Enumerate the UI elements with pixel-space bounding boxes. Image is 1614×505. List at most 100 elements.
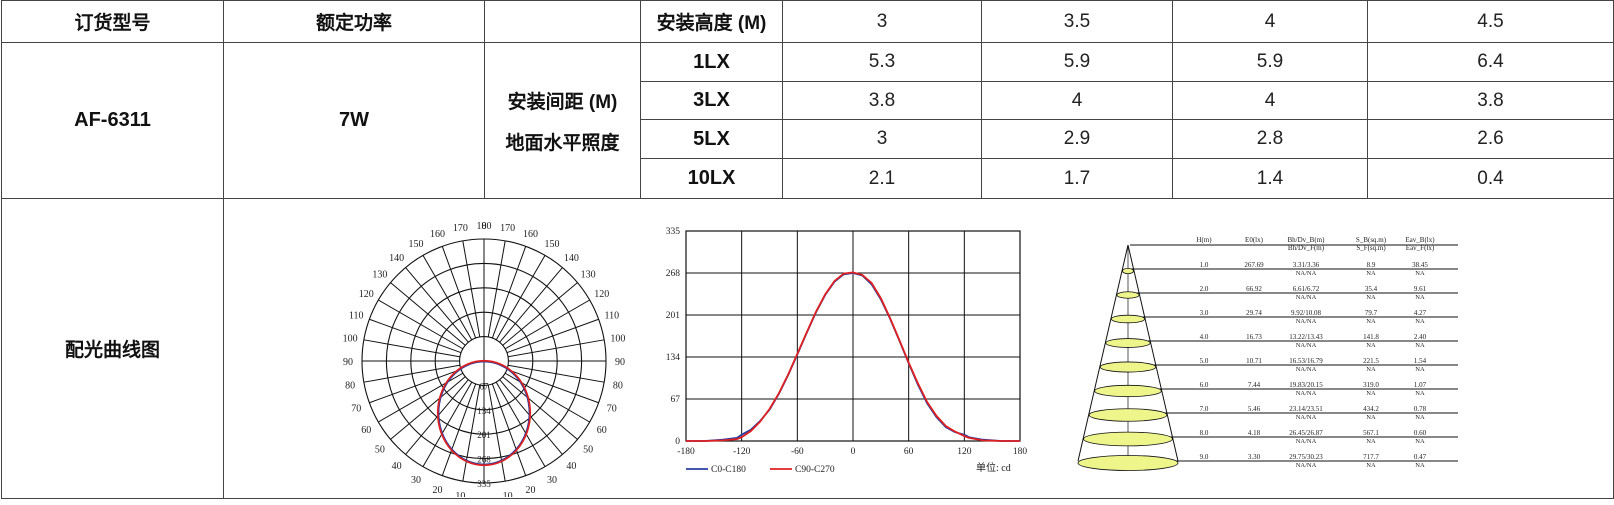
header-height: 安装高度 (M) [640, 0, 783, 43]
polar-radial-label: 134 [477, 405, 491, 415]
cone-edge [1127, 244, 1179, 461]
cone-cell-sub: NA/NA [1296, 294, 1317, 301]
polar-spoke [441, 245, 477, 339]
y-tick-label: 0 [675, 437, 680, 447]
cone-cell: 0.47 [1414, 453, 1427, 461]
cone-cell-sub: NA [1415, 342, 1425, 349]
cone-cell: 19.83/20.15 [1289, 381, 1323, 389]
cone-cell: 1.54 [1414, 357, 1427, 365]
cone-cell-sub: NA/NA [1296, 342, 1317, 349]
cone-cell: 717.7 [1363, 453, 1379, 461]
x-tick-label: -60 [791, 447, 804, 457]
cone-beam-ellipse [1083, 431, 1173, 446]
cone-cell-sub: NA/NA [1296, 462, 1317, 469]
polar-spoke [507, 338, 605, 357]
cone-cell-sub: NA [1415, 318, 1425, 325]
cone-header: H(m) [1196, 236, 1212, 244]
polar-angle-label: 60 [361, 425, 371, 436]
cone-cell: 3.0 [1200, 309, 1209, 317]
polar-radial-label: 268 [477, 454, 491, 464]
polar-angle-label: 30 [411, 474, 421, 485]
polar-diagram: 180 1701701601601501501401401301301201201… [343, 221, 626, 497]
curve-panel: 180 170 170 160 160 150 150 140 140 130 130 120 120 1… [223, 198, 1614, 499]
polar-spoke [495, 381, 546, 467]
product-model: AF-6311 [1, 42, 224, 199]
cone-cell: 26.45/26.87 [1289, 429, 1323, 437]
height-value: 4.5 [1367, 0, 1614, 43]
cone-beam-ellipse [1110, 314, 1146, 323]
x-tick-label: 60 [904, 447, 914, 457]
cone-cell-sub: NA [1366, 414, 1376, 421]
polar-angle-label: 120 [359, 289, 374, 300]
cone-cell-sub: NA [1415, 414, 1425, 421]
polar-angle-label: 70 [351, 403, 361, 414]
cone-header: S_B(sq.m) [1356, 236, 1387, 244]
cone-cell: 0.60 [1414, 429, 1427, 437]
cone-cell: 4.0 [1200, 333, 1209, 341]
spacing-value: 3.8 [782, 81, 982, 120]
cone-cell: 23.14/23.51 [1289, 405, 1323, 413]
cone-cell-sub: NA/NA [1296, 414, 1317, 421]
spacing-value: 6.4 [1367, 42, 1614, 82]
intensity-line-chart: -180 -120 -60 0 60 120 180 0 67 134 201 268 335 C0-C1… [666, 227, 1028, 475]
polar-angle-label: 0 [482, 221, 487, 232]
cone-cell: 2.0 [1200, 285, 1209, 293]
spacing-value: 2.6 [1367, 119, 1614, 159]
cone-beam-ellipse [1088, 407, 1168, 422]
polar-radial-label: 201 [477, 430, 491, 440]
spacing-value: 4 [981, 81, 1173, 120]
polar-angle-label: 90 [615, 357, 625, 368]
polar-spoke [491, 245, 527, 339]
polar-angle-label: 180 [477, 221, 492, 232]
polar-angle-label: 70 [607, 403, 617, 414]
cone-beam-ellipse [1105, 337, 1151, 348]
cone-cell: 29.75/30.23 [1289, 453, 1323, 461]
height-value: 3.5 [981, 0, 1173, 43]
cone-cell-sub: NA [1366, 294, 1376, 301]
polar-angle-label: 130 [372, 269, 387, 280]
x-tick-label: -120 [733, 447, 751, 457]
cone-cell: 267.69 [1244, 261, 1264, 269]
cone-cell: 319.0 [1363, 381, 1379, 389]
lux-label: 10LX [640, 158, 783, 199]
cone-cell: 5.46 [1248, 405, 1261, 413]
photometric-figures: 180 1701701601601501501401401301301201201… [343, 221, 1458, 497]
lux-label: 5LX [640, 119, 783, 159]
polar-angle-label: 50 [583, 444, 593, 455]
x-tick-label: 180 [1013, 447, 1028, 457]
polar-angle-label: 10 [455, 490, 465, 496]
polar-angle-label: 150 [545, 239, 560, 250]
cone-cell: 9.0 [1200, 453, 1209, 461]
cone-cell-sub: NA/NA [1296, 366, 1317, 373]
polar-spoke [462, 240, 481, 337]
cone-beam-ellipse [1116, 290, 1140, 299]
cone-cell-sub: NA [1366, 270, 1376, 277]
polar-angle-label: 90 [343, 357, 353, 368]
polar-spoke [502, 281, 578, 346]
spacing-value: 2.9 [981, 119, 1173, 159]
spacing-value: 1.4 [1172, 158, 1368, 199]
polar-angle-label: 160 [523, 229, 538, 240]
polar-spoke [506, 318, 599, 353]
y-tick-label: 268 [666, 269, 681, 279]
y-tick-label: 335 [666, 227, 681, 237]
x-tick-label: 0 [851, 447, 856, 457]
spacing-label: 安装间距 (M) [507, 91, 618, 113]
x-tick-label: 120 [957, 447, 972, 457]
polar-angle-label: 40 [566, 461, 576, 472]
cone-beam-ellipse [1077, 454, 1179, 471]
polar-angle-label: 20 [432, 484, 442, 495]
product-power: 7W [223, 42, 485, 199]
polar-spoke [499, 266, 563, 343]
polar-angle-label: 20 [526, 484, 536, 495]
cone-cell: 10.71 [1246, 357, 1262, 365]
cone-cell: 1.07 [1414, 381, 1427, 389]
polar-angle-label: 140 [564, 252, 579, 263]
spacing-value: 5.3 [782, 42, 982, 82]
cone-cell: 9.92/10.08 [1291, 309, 1321, 317]
polar-spoke [405, 266, 469, 343]
cone-cell: 9.61 [1414, 285, 1427, 293]
cone-cell: 7.0 [1200, 405, 1209, 413]
cone-cell: 79.7 [1365, 309, 1378, 317]
